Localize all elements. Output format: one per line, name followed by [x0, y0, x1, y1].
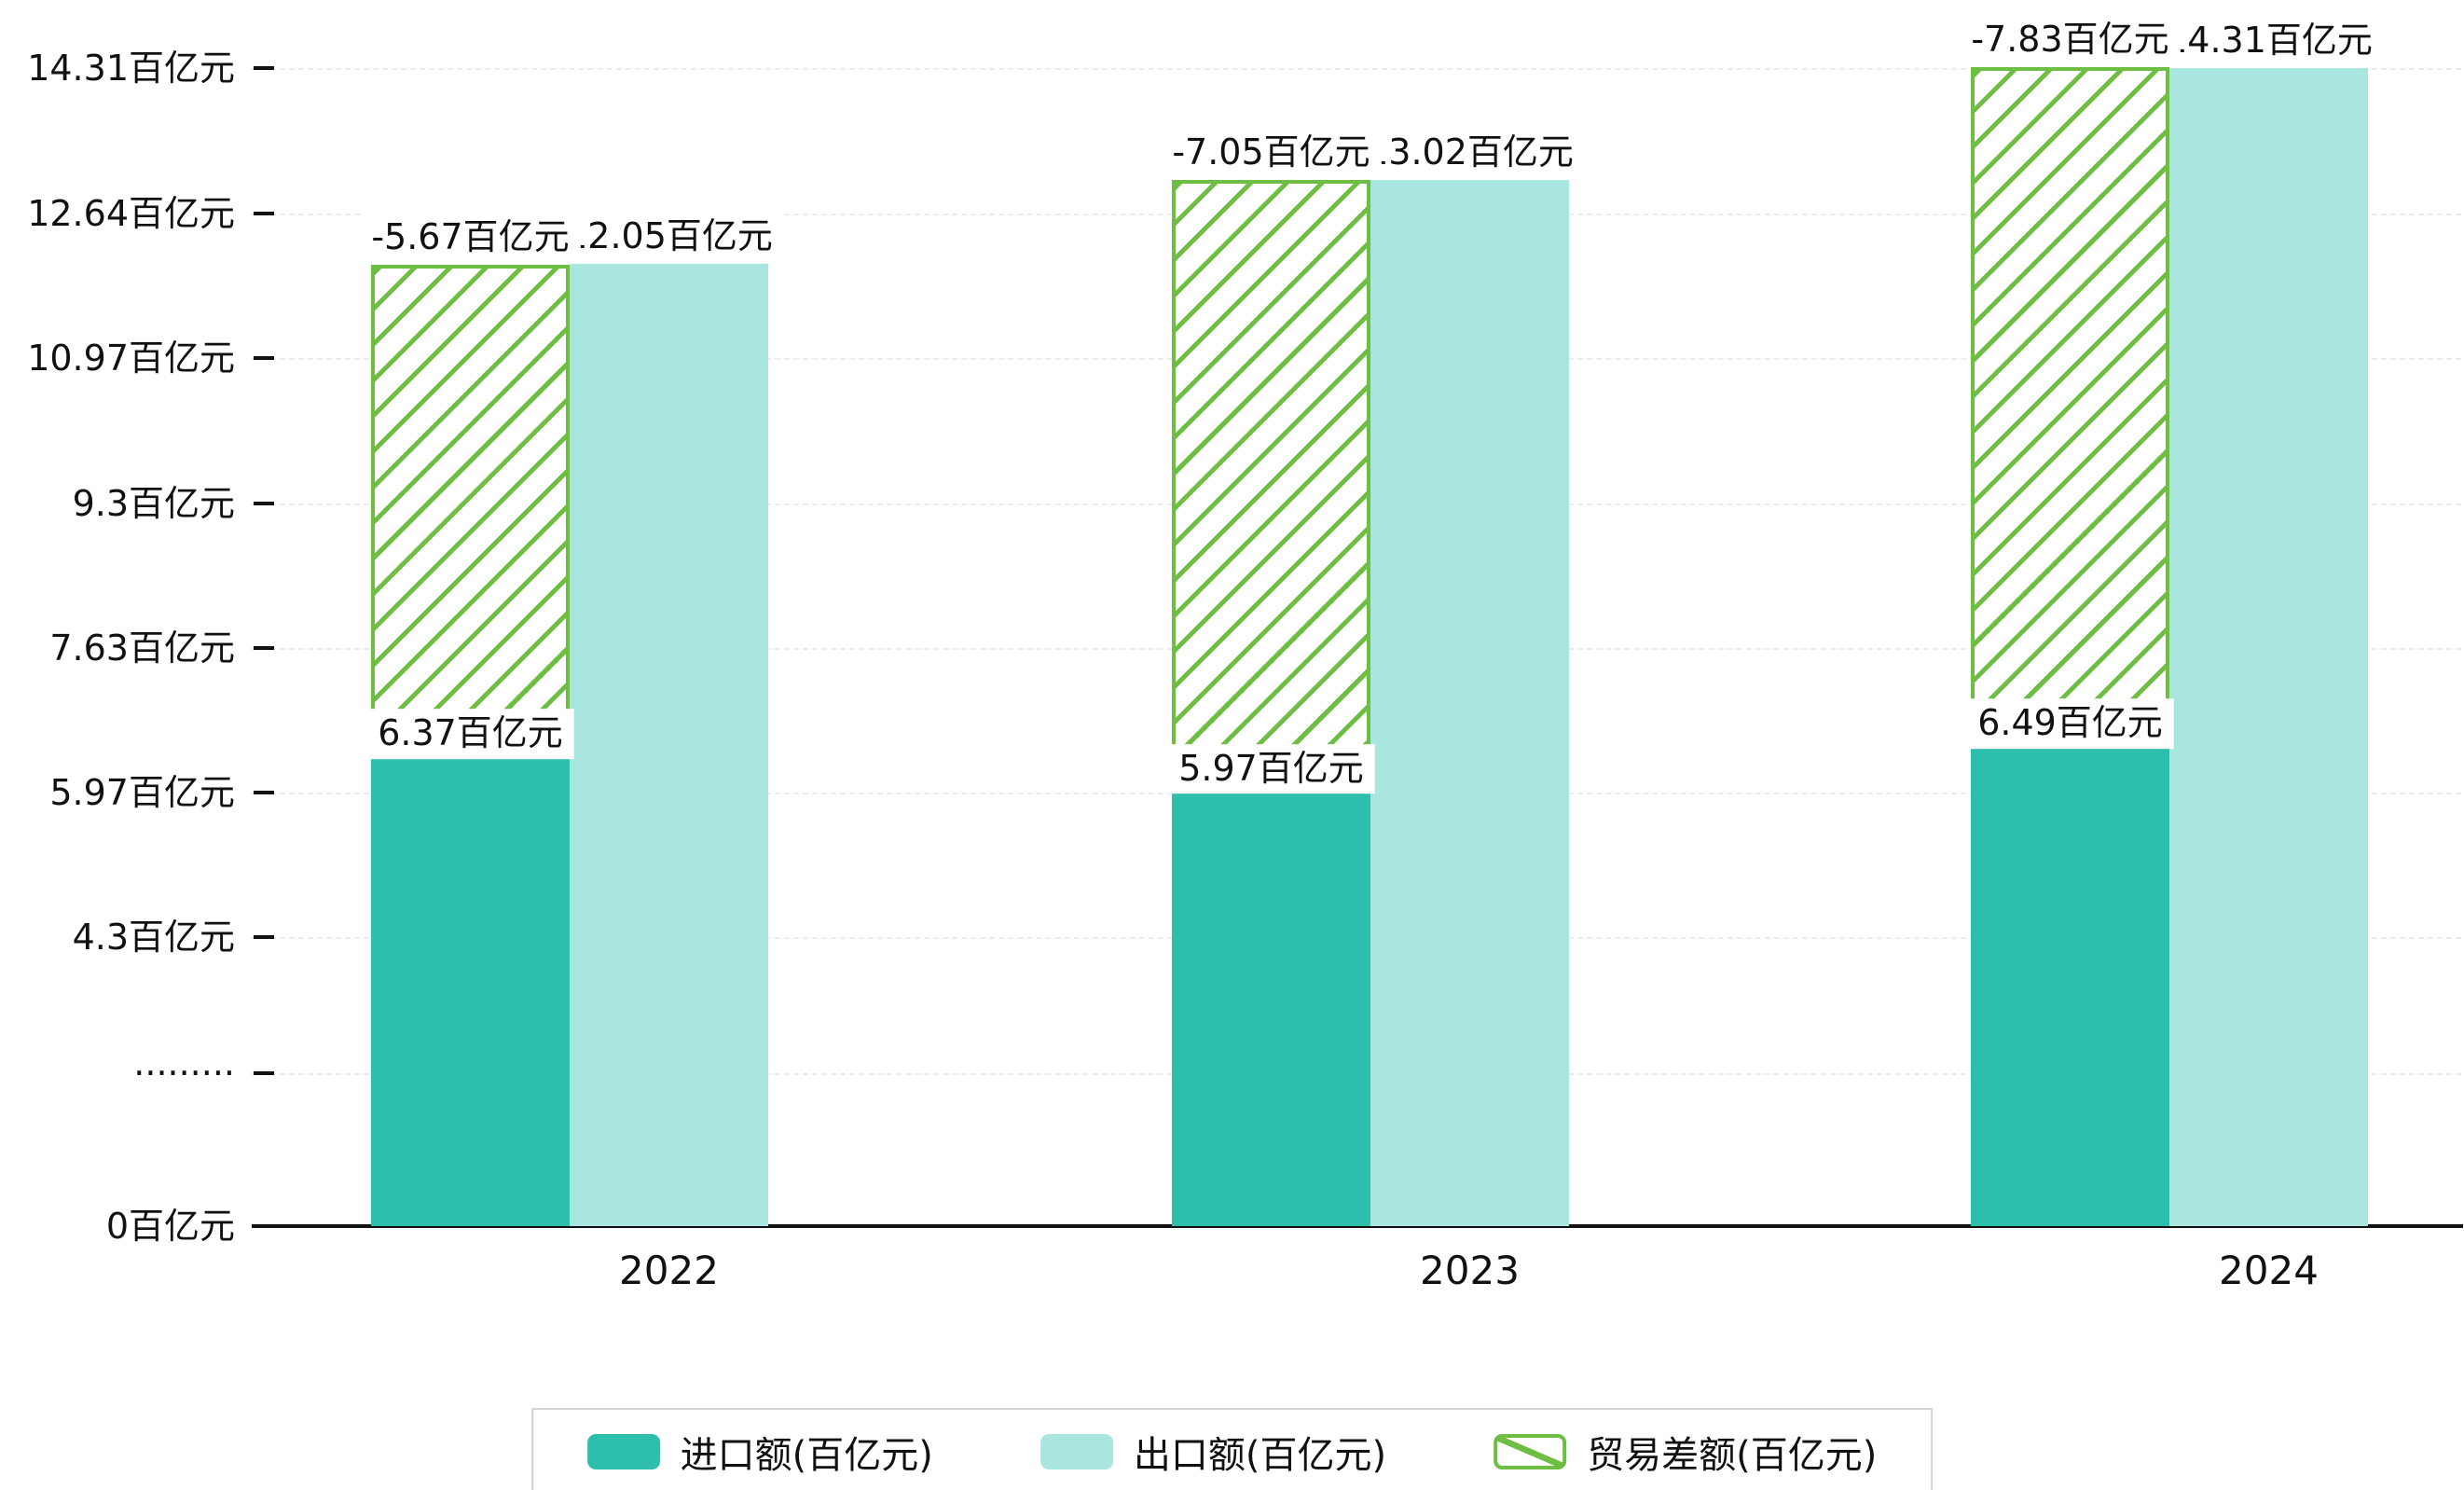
gridline: [252, 68, 2461, 71]
y-tick-mark: [254, 356, 274, 361]
export-value-label: 14.31百亿元: [2154, 16, 2384, 67]
export-bar[interactable]: [570, 264, 768, 1226]
trade-balance-value-label: -7.83百亿元: [1960, 15, 2181, 66]
y-tick-mark: [254, 790, 274, 794]
y-tick-label: ·········: [133, 1053, 235, 1094]
export-value-label: 12.05百亿元: [554, 212, 784, 263]
import-value-label: 5.97百亿元: [1167, 743, 1375, 794]
export-bar[interactable]: [1370, 180, 1569, 1226]
trade-balance-value-label: -5.67百亿元: [360, 213, 581, 264]
y-tick-mark: [254, 501, 274, 505]
x-axis-line: [252, 1224, 2463, 1228]
y-tick-mark: [254, 645, 274, 650]
trade-balance-value-label: -7.05百亿元: [1161, 128, 1382, 179]
x-axis-label: 2022: [619, 1248, 719, 1293]
y-tick-label: 5.97百亿元: [49, 771, 235, 813]
trade-balance-bar[interactable]: [1172, 180, 1370, 793]
import-value-label: 6.49百亿元: [1966, 698, 2174, 750]
x-axis-label: 2023: [1420, 1248, 1520, 1293]
legend-label-import: 进口额(百亿元): [680, 1434, 933, 1477]
y-tick-label: 10.97百亿元: [27, 338, 235, 379]
legend-item-export[interactable]: 出口额(百亿元): [1039, 1425, 1387, 1479]
y-tick-label: 4.3百亿元: [72, 917, 235, 958]
y-tick-mark: [254, 211, 274, 215]
legend-item-balance[interactable]: 贸易差额(百亿元): [1494, 1425, 1877, 1479]
y-tick-label: 7.63百亿元: [49, 627, 235, 669]
legend-label-export: 出口额(百亿元): [1133, 1434, 1387, 1477]
y-tick-mark: [254, 66, 274, 71]
export-value-label: 13.02百亿元: [1355, 128, 1585, 179]
y-tick-label: 14.31百亿元: [27, 48, 235, 90]
legend-label-balance: 贸易差额(百亿元): [1587, 1434, 1878, 1477]
y-tick-label: 12.64百亿元: [27, 192, 235, 234]
balance-swatch-icon: [1494, 1434, 1567, 1469]
import-bar[interactable]: [371, 757, 570, 1226]
trade-balance-bar[interactable]: [371, 265, 570, 758]
y-tick-mark: [254, 935, 274, 939]
legend-item-import[interactable]: 进口额(百亿元): [586, 1425, 933, 1479]
import-bar[interactable]: [1172, 792, 1370, 1226]
export-bar[interactable]: [2169, 68, 2368, 1226]
y-tick-label: 9.3百亿元: [72, 482, 235, 524]
y-tick-mark: [254, 1071, 274, 1075]
import-swatch-icon: [586, 1434, 660, 1469]
import-bar[interactable]: [1971, 747, 2169, 1226]
y-tick-label: 0百亿元: [105, 1206, 235, 1247]
legend: 进口额(百亿元) 出口额(百亿元) 贸易差额(百亿元): [530, 1408, 1934, 1490]
x-axis-label: 2024: [2219, 1248, 2319, 1293]
y-tick-mark: [254, 1224, 274, 1228]
export-swatch-icon: [1039, 1434, 1113, 1469]
import-value-label: 6.37百亿元: [366, 709, 574, 760]
trade-balance-bar[interactable]: [1971, 67, 2169, 748]
